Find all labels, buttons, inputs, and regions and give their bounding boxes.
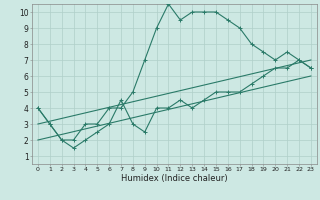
- X-axis label: Humidex (Indice chaleur): Humidex (Indice chaleur): [121, 174, 228, 183]
